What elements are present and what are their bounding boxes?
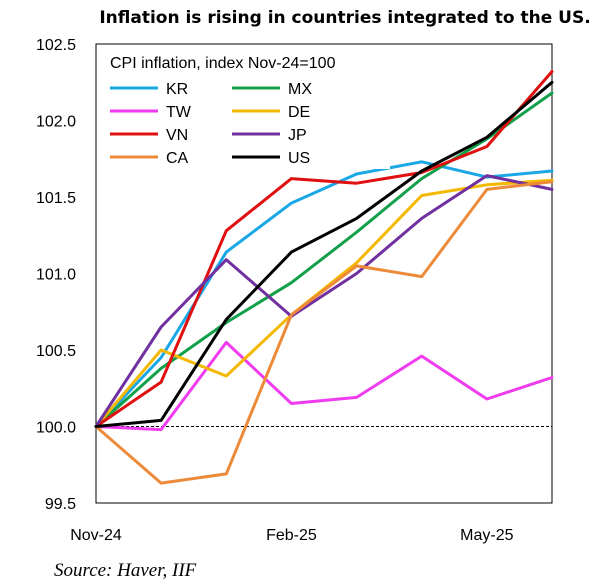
plot-area: [95, 43, 553, 504]
legend-label-tw: TW: [166, 104, 192, 121]
legend-title: CPI inflation, index Nov-24=100: [110, 55, 336, 72]
legend-label-kr: KR: [166, 81, 188, 98]
series-line-de: [94, 178, 554, 428]
y-tick-label: 99.5: [45, 496, 76, 513]
x-tick-label: May-25: [460, 527, 513, 544]
legend-label-vn: VN: [166, 127, 188, 144]
y-tick-label: 100.0: [36, 420, 76, 437]
legend-label-us: US: [288, 150, 310, 167]
legend-label-jp: JP: [288, 127, 307, 144]
y-tick-label: 101.5: [36, 190, 76, 207]
series-line-us: [94, 80, 554, 428]
legend-label-mx: MX: [288, 81, 312, 98]
series-line-mx: [94, 91, 554, 428]
series-line-tw: [94, 340, 554, 432]
x-tick-label: Nov-24: [70, 527, 122, 544]
y-axis-ticks: 99.5 100.0 100.5 101.0 101.5 102.0 102.5: [36, 37, 76, 513]
x-tick-label: Feb-25: [266, 527, 317, 544]
source-note: Source: Haver, IIF: [54, 560, 197, 581]
legend: CPI inflation, index Nov-24=100 KR MX TW DE…: [104, 49, 390, 169]
y-tick-label: 100.5: [36, 343, 76, 360]
x-axis-ticks: Nov-24 Feb-25 May-25: [70, 527, 513, 544]
chart-title: Inflation is rising in countries integra…: [99, 8, 590, 28]
y-tick-label: 101.0: [36, 267, 76, 284]
series-line-vn: [94, 70, 554, 428]
series-line-kr: [94, 160, 554, 428]
legend-background: [104, 49, 390, 169]
y-tick-label: 102.5: [36, 37, 76, 54]
legend-label-ca: CA: [166, 150, 189, 167]
series-line-jp: [94, 174, 554, 428]
legend-label-de: DE: [288, 104, 310, 121]
series-lines: [94, 70, 554, 485]
series-line-ca: [94, 180, 554, 485]
y-tick-label: 102.0: [36, 114, 76, 131]
